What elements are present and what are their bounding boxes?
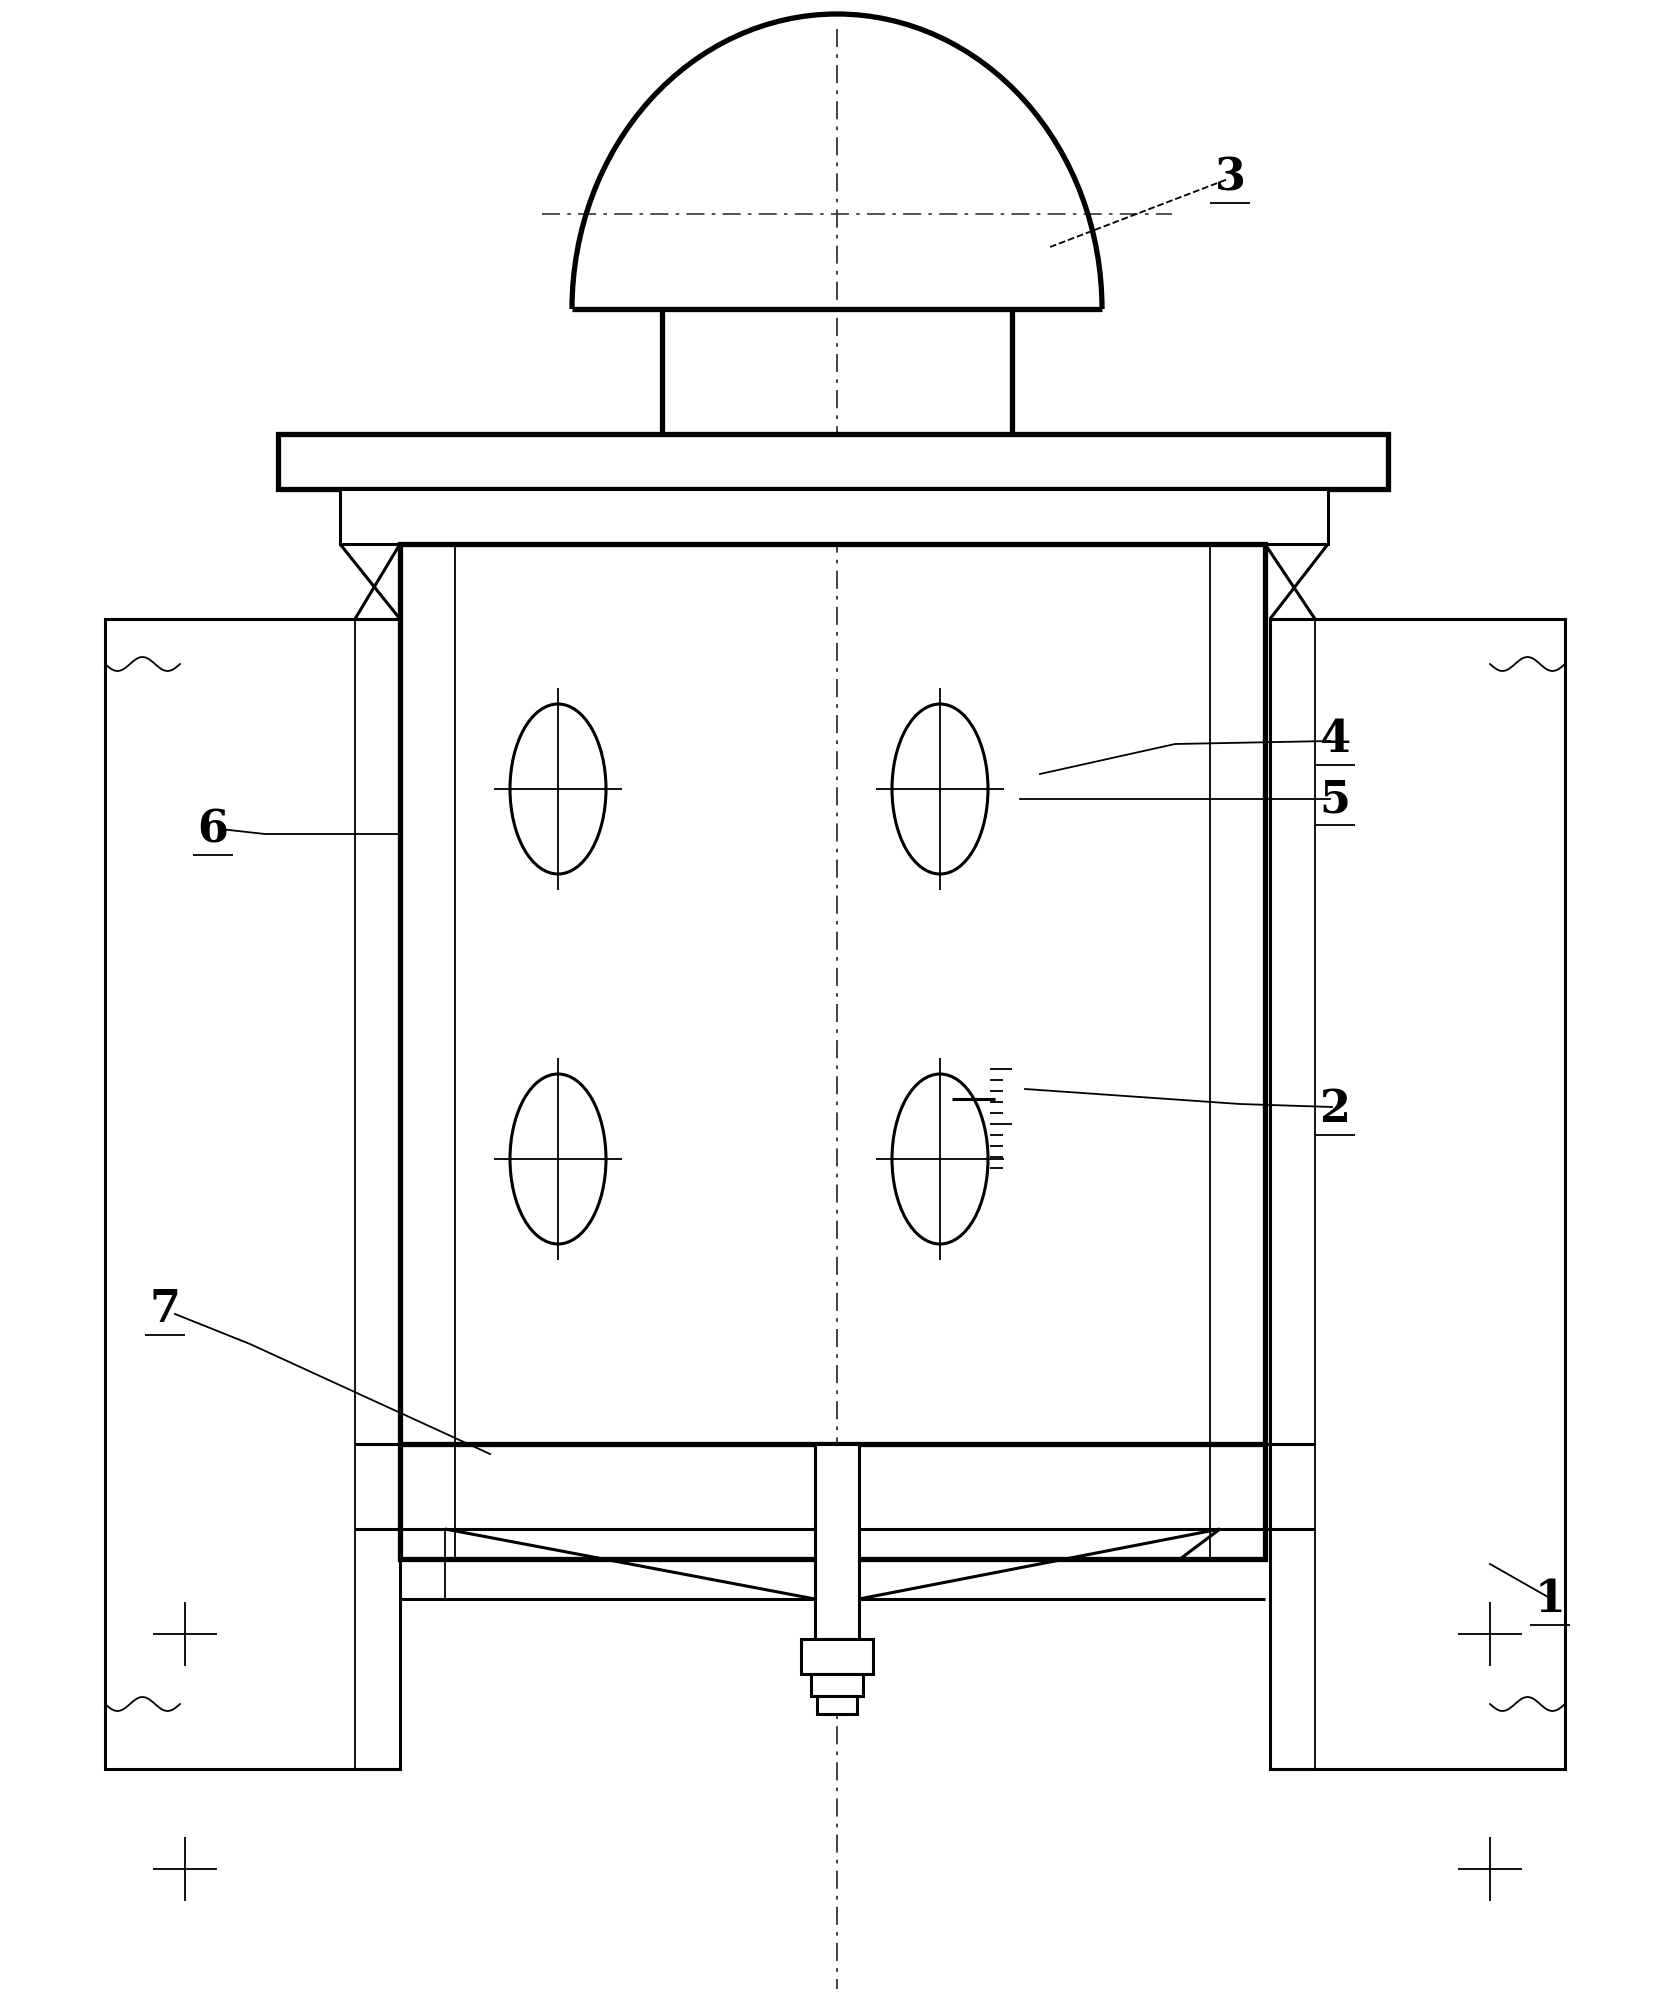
Bar [400, 544, 1265, 1559]
Text: 2: 2 [1318, 1088, 1350, 1132]
Text: 6: 6 [197, 808, 228, 852]
Bar [105, 620, 400, 1768]
Text: 5: 5 [1318, 777, 1350, 822]
Bar [1270, 620, 1564, 1768]
Bar [815, 1444, 858, 1639]
Text: 3: 3 [1215, 157, 1245, 199]
Text: 7: 7 [149, 1287, 181, 1331]
Text: 1: 1 [1534, 1577, 1564, 1621]
Bar [816, 1696, 857, 1714]
Bar [800, 1639, 873, 1674]
Text: 4: 4 [1318, 719, 1350, 761]
Bar [278, 435, 1387, 489]
Bar [810, 1674, 863, 1696]
Bar [340, 489, 1327, 544]
